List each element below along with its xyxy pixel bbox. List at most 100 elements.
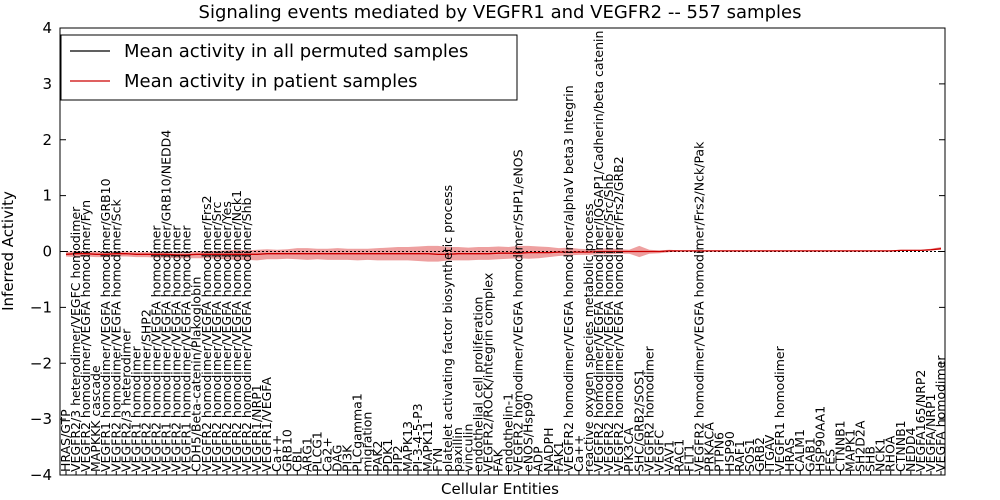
category-label: migration bbox=[360, 412, 375, 472]
chart-title: Signaling events mediated by VEGFR1 and … bbox=[199, 2, 802, 23]
category-label: VEGFR2 homodimer/VEGFA homodimer/Fyn bbox=[78, 200, 93, 472]
category-label: SOS1 bbox=[742, 438, 757, 472]
category-label: CBL bbox=[289, 448, 304, 472]
y-tick-label: −3 bbox=[30, 410, 52, 428]
category-label: eNOS/Hsp90 bbox=[521, 393, 536, 472]
y-axis-title: Inferred Activity bbox=[0, 191, 17, 311]
y-tick-label: −2 bbox=[30, 354, 52, 372]
patient-mean-line bbox=[65, 248, 942, 256]
category-label: VEGFR2 homodimer/VEGFA homodimer/Frs2/GR… bbox=[611, 156, 626, 472]
series-line-layer bbox=[65, 248, 942, 256]
category-label: VEGFR1 homodimer/VEGFA homodimer/GRB10 bbox=[98, 178, 113, 472]
y-tick-label: −4 bbox=[30, 466, 52, 484]
category-label: SHC/GRB2/SOS1 bbox=[631, 369, 646, 472]
category-label: VEGFR1/VEGFA bbox=[259, 377, 274, 472]
category-label: VEGFR1 homodimer bbox=[128, 345, 143, 472]
category-label: ARG1 bbox=[299, 437, 314, 472]
category-label: GAB1 bbox=[802, 437, 817, 472]
category-label: PIK3CA bbox=[621, 427, 636, 472]
category-label: NEDD4 bbox=[903, 428, 918, 472]
category-label: PIP2 bbox=[390, 445, 405, 472]
category-label: VEGFR2/3 heterodimer/VEGFC homodimer bbox=[68, 206, 83, 472]
category-label: PI3K bbox=[340, 444, 355, 472]
category-label: platelet activating factor biosynthetic … bbox=[440, 185, 455, 472]
category-label: VEGFR2 homodimer/VEGFA homodimer/SHP1/eN… bbox=[511, 149, 526, 472]
y-tick-label: 0 bbox=[42, 243, 52, 261]
category-label: MAPK1 bbox=[843, 429, 858, 472]
category-label: VEGFR1 homodimer/VEGFA homodimer/GRB10/N… bbox=[159, 130, 174, 472]
category-label: HSP90 bbox=[722, 431, 737, 472]
category-label: VEGFR2/3 heterodimer bbox=[118, 328, 133, 472]
category-label: VEGFR1 homodimer bbox=[772, 345, 787, 472]
category-label: ADP bbox=[531, 446, 546, 472]
chart-legend: Mean activity in all permuted samples Me… bbox=[60, 34, 518, 101]
category-label: PRKACA bbox=[702, 422, 717, 472]
category-label: VEGFR2 homodimer/VEGFA homodimer/Sck bbox=[108, 199, 123, 472]
plot-frame bbox=[59, 27, 946, 476]
category-label: NADPH bbox=[541, 428, 556, 472]
category-label: RAC1 bbox=[672, 439, 687, 472]
category-label: VEGFR2 homodimer/VEGFA homodimer/Shb bbox=[239, 197, 254, 472]
category-label: VEGFR1 homodimer/VEGFA homodimer bbox=[179, 225, 194, 472]
legend-label-permuted: Mean activity in all permuted samples bbox=[124, 41, 468, 62]
category-label: RAF1 bbox=[732, 440, 747, 472]
category-label: endothelial cell proliferation bbox=[470, 297, 485, 472]
category-label: Ca++ bbox=[571, 435, 586, 472]
category-label: SH2D2A bbox=[853, 420, 868, 472]
category-label: CDH5/Beta-catenin/Plakoglobin bbox=[189, 277, 204, 472]
category-label: MAPK11 bbox=[420, 421, 435, 472]
category-label: FLT1 bbox=[682, 444, 697, 472]
category-label: HRAS bbox=[782, 438, 797, 472]
y-tick-label: 4 bbox=[42, 19, 52, 37]
category-label: NCK1 bbox=[873, 438, 888, 472]
category-label: VEGFR2 homodimer/VEGFA homodimer bbox=[169, 225, 184, 472]
category-label: GRB10 bbox=[279, 429, 294, 472]
category-label: PI-3-4-5-P3 bbox=[410, 403, 425, 472]
category-label: GRB2 bbox=[752, 437, 767, 472]
category-label: HRAS/GTP bbox=[58, 409, 73, 472]
category-label: PAK2 bbox=[370, 441, 385, 472]
x-axis-title: Cellular Entities bbox=[441, 480, 559, 498]
legend-box bbox=[60, 34, 518, 101]
category-label: SHB bbox=[863, 446, 878, 472]
category-label: Ca2+ bbox=[320, 437, 335, 472]
category-label: paxillin bbox=[450, 427, 465, 472]
category-label: HSP90AA1 bbox=[812, 406, 827, 472]
category-label: VEGFR2 homodimer/VEGFA homodimer/Src bbox=[209, 202, 224, 472]
y-tick-label: 2 bbox=[42, 131, 52, 149]
category-label: VEGFR1/NRP1 bbox=[249, 384, 264, 472]
y-tick-label: 1 bbox=[42, 187, 52, 205]
category-label: VEGFR2 homodimer/VEGFA homodimer/Yes bbox=[219, 201, 234, 472]
category-label: DAG bbox=[330, 445, 345, 472]
category-label: VAV1 bbox=[661, 440, 676, 472]
category-label: PDK1 bbox=[380, 439, 395, 472]
category-label: VEGFA/NRP1 bbox=[923, 394, 938, 472]
category-label: MAPK13 bbox=[400, 421, 415, 472]
category-label: PLCgamma1 bbox=[350, 393, 365, 472]
category-label: VEGFR2 homodimer bbox=[641, 345, 656, 472]
category-label: MAPKKK cascade bbox=[88, 365, 103, 472]
category-label: FYN bbox=[430, 448, 445, 472]
category-label: PTPN6 bbox=[712, 432, 727, 472]
category-label: VEGFR2 homodimer/VEGFA homodimer bbox=[149, 225, 164, 472]
category-label: VEGFR2 homodimer/VEGFA homodimer/alphaV … bbox=[561, 85, 576, 472]
category-label: VEGFC bbox=[651, 430, 666, 472]
category-label: VEGFR2 homodimer/VEGFA homodimer/Frs2/Nc… bbox=[692, 141, 707, 472]
y-tick-label: 3 bbox=[42, 75, 52, 93]
category-label: VEGFR2 homodimer/VEGFA homodimer/Src/Shb bbox=[601, 174, 616, 472]
category-label: VEGFA165/NRP2 bbox=[913, 370, 928, 472]
category-label: CTNNB1 bbox=[832, 420, 847, 472]
category-label: VEGFA homodimer bbox=[933, 355, 948, 472]
category-label: ITGAV bbox=[762, 434, 777, 472]
category-label: reactive oxygen species metabolic proces… bbox=[581, 203, 596, 472]
category-label: VEGFR2 homodimer/VEGFA homodimer/Nck1 bbox=[229, 190, 244, 472]
category-label: endothelin-1 bbox=[501, 393, 516, 472]
category-label: vinculin bbox=[460, 424, 475, 472]
category-label: PLCG1 bbox=[309, 431, 324, 472]
category-label: FES bbox=[822, 449, 837, 472]
category-label: VEGFR2 homodimer/VEGFA homodimer/IQGAP1/… bbox=[591, 31, 606, 472]
category-label: VEGFR2 homodimer/VEGFA homodimer/Frs2 bbox=[199, 195, 214, 472]
category-label: CALM1 bbox=[792, 429, 807, 472]
y-tick-layer: −4 −3 −2 −1 0 1 2 3 4 bbox=[30, 19, 945, 484]
